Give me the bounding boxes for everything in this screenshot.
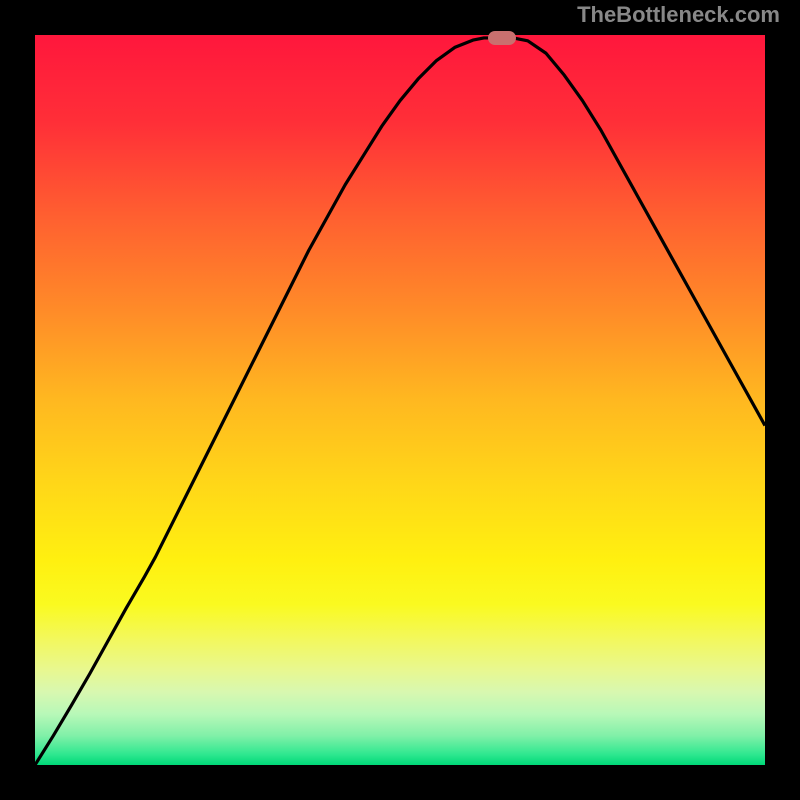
bottleneck-curve [35, 35, 765, 765]
optimal-point-marker [488, 31, 516, 45]
bottleneck-chart [35, 35, 765, 765]
watermark-text: TheBottleneck.com [577, 2, 780, 28]
